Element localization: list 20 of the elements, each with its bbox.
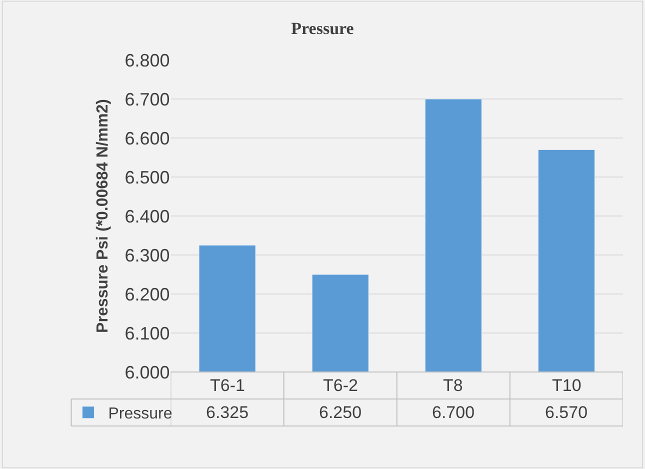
y-tick-label: 6.400 (124, 206, 170, 226)
x-tick-label: T10 (552, 376, 582, 395)
y-tick-label: 6.500 (124, 167, 170, 188)
y-tick-label: 6.200 (124, 284, 170, 304)
y-tick-label: 6.700 (124, 89, 170, 110)
x-tick-label: T6-2 (323, 376, 358, 395)
y-tick-label: 6.600 (124, 128, 170, 148)
y-tick-label: 6.300 (124, 245, 170, 266)
data-label: 6.250 (319, 403, 362, 422)
y-tick-label: 6.100 (124, 323, 170, 344)
data-label: 6.700 (432, 403, 475, 422)
legend-label: Pressure (108, 406, 172, 423)
data-label: 6.570 (545, 403, 588, 422)
chart-title: Pressure (291, 18, 354, 38)
y-tick-label: 6.800 (124, 50, 170, 70)
x-tick-label: T8 (443, 376, 463, 395)
y-tick-label: 6.000 (124, 362, 170, 382)
x-tick-label: T6-1 (210, 376, 245, 395)
y-axis-title: Pressure Psi (*0.00684 N/mm2) (94, 99, 112, 333)
data-label: 6.325 (206, 403, 249, 422)
